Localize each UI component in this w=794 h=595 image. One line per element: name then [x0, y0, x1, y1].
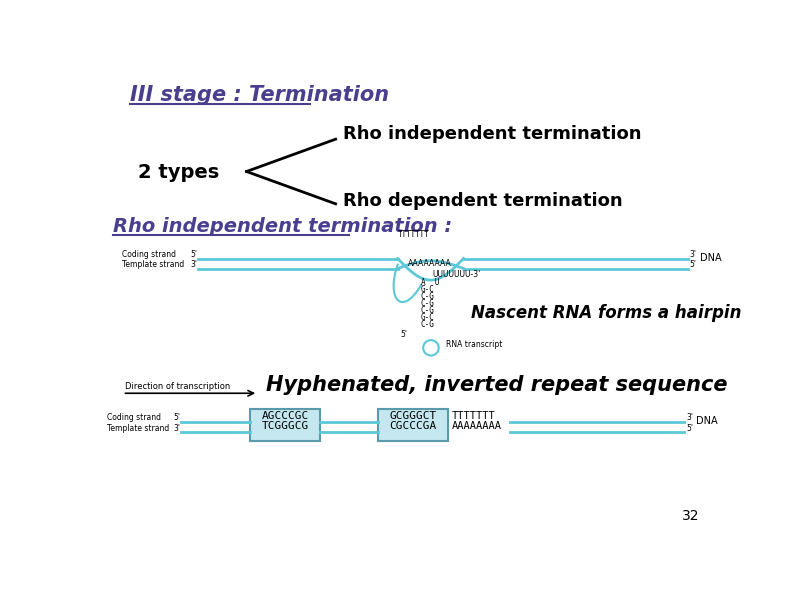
Text: CGCCCGA: CGCCCGA	[390, 421, 437, 431]
Text: Hyphenated, inverted repeat sequence: Hyphenated, inverted repeat sequence	[266, 375, 727, 395]
FancyBboxPatch shape	[378, 409, 448, 441]
Text: 3': 3'	[686, 413, 693, 422]
Text: 32: 32	[682, 509, 700, 522]
Text: 5': 5'	[686, 424, 693, 433]
Text: C-G: C-G	[421, 292, 435, 301]
Text: Rho independent termination: Rho independent termination	[343, 125, 642, 143]
Text: Nascent RNA forms a hairpin: Nascent RNA forms a hairpin	[472, 304, 742, 322]
Text: DNA: DNA	[700, 253, 722, 263]
Text: 5': 5'	[174, 413, 181, 422]
FancyBboxPatch shape	[250, 409, 320, 441]
Text: 3': 3'	[174, 424, 181, 433]
Text: 5': 5'	[690, 260, 697, 269]
Text: AGCCCGC: AGCCCGC	[262, 411, 309, 421]
Text: Template strand: Template strand	[107, 424, 169, 433]
Text: A  U: A U	[421, 278, 439, 287]
Text: Rho independent termination :: Rho independent termination :	[114, 217, 453, 236]
Text: 3': 3'	[191, 260, 198, 269]
Text: Coding strand: Coding strand	[107, 413, 161, 422]
Text: UUUUUUU-3': UUUUUUU-3'	[433, 270, 480, 279]
Text: 3': 3'	[690, 250, 697, 259]
Text: TTTTTTT: TTTTTTT	[398, 230, 430, 239]
Text: TCGGGCG: TCGGGCG	[262, 421, 309, 431]
Text: 5': 5'	[400, 330, 407, 339]
Text: DNA: DNA	[696, 416, 718, 426]
Text: RNA transcript: RNA transcript	[446, 340, 503, 349]
Text: Template strand: Template strand	[122, 260, 185, 269]
Text: C-G: C-G	[421, 306, 435, 315]
Text: Coding strand: Coding strand	[122, 250, 176, 259]
Text: Rho dependent termination: Rho dependent termination	[343, 192, 623, 210]
Text: AAAAAAAA: AAAAAAAA	[408, 259, 452, 268]
Text: 2 types: 2 types	[138, 162, 219, 181]
Text: Direction of transcription: Direction of transcription	[125, 381, 230, 391]
Text: 5': 5'	[191, 250, 198, 259]
Text: G-C: G-C	[421, 286, 435, 295]
Text: C-G: C-G	[421, 320, 435, 329]
Text: TTTTTTT: TTTTTTT	[452, 411, 495, 421]
Text: C-G: C-G	[421, 299, 435, 308]
Text: III stage : Termination: III stage : Termination	[130, 84, 389, 105]
Text: G-C: G-C	[421, 313, 435, 322]
Text: GCGGGCT: GCGGGCT	[390, 411, 437, 421]
Text: AAAAAAAA: AAAAAAAA	[452, 421, 502, 431]
